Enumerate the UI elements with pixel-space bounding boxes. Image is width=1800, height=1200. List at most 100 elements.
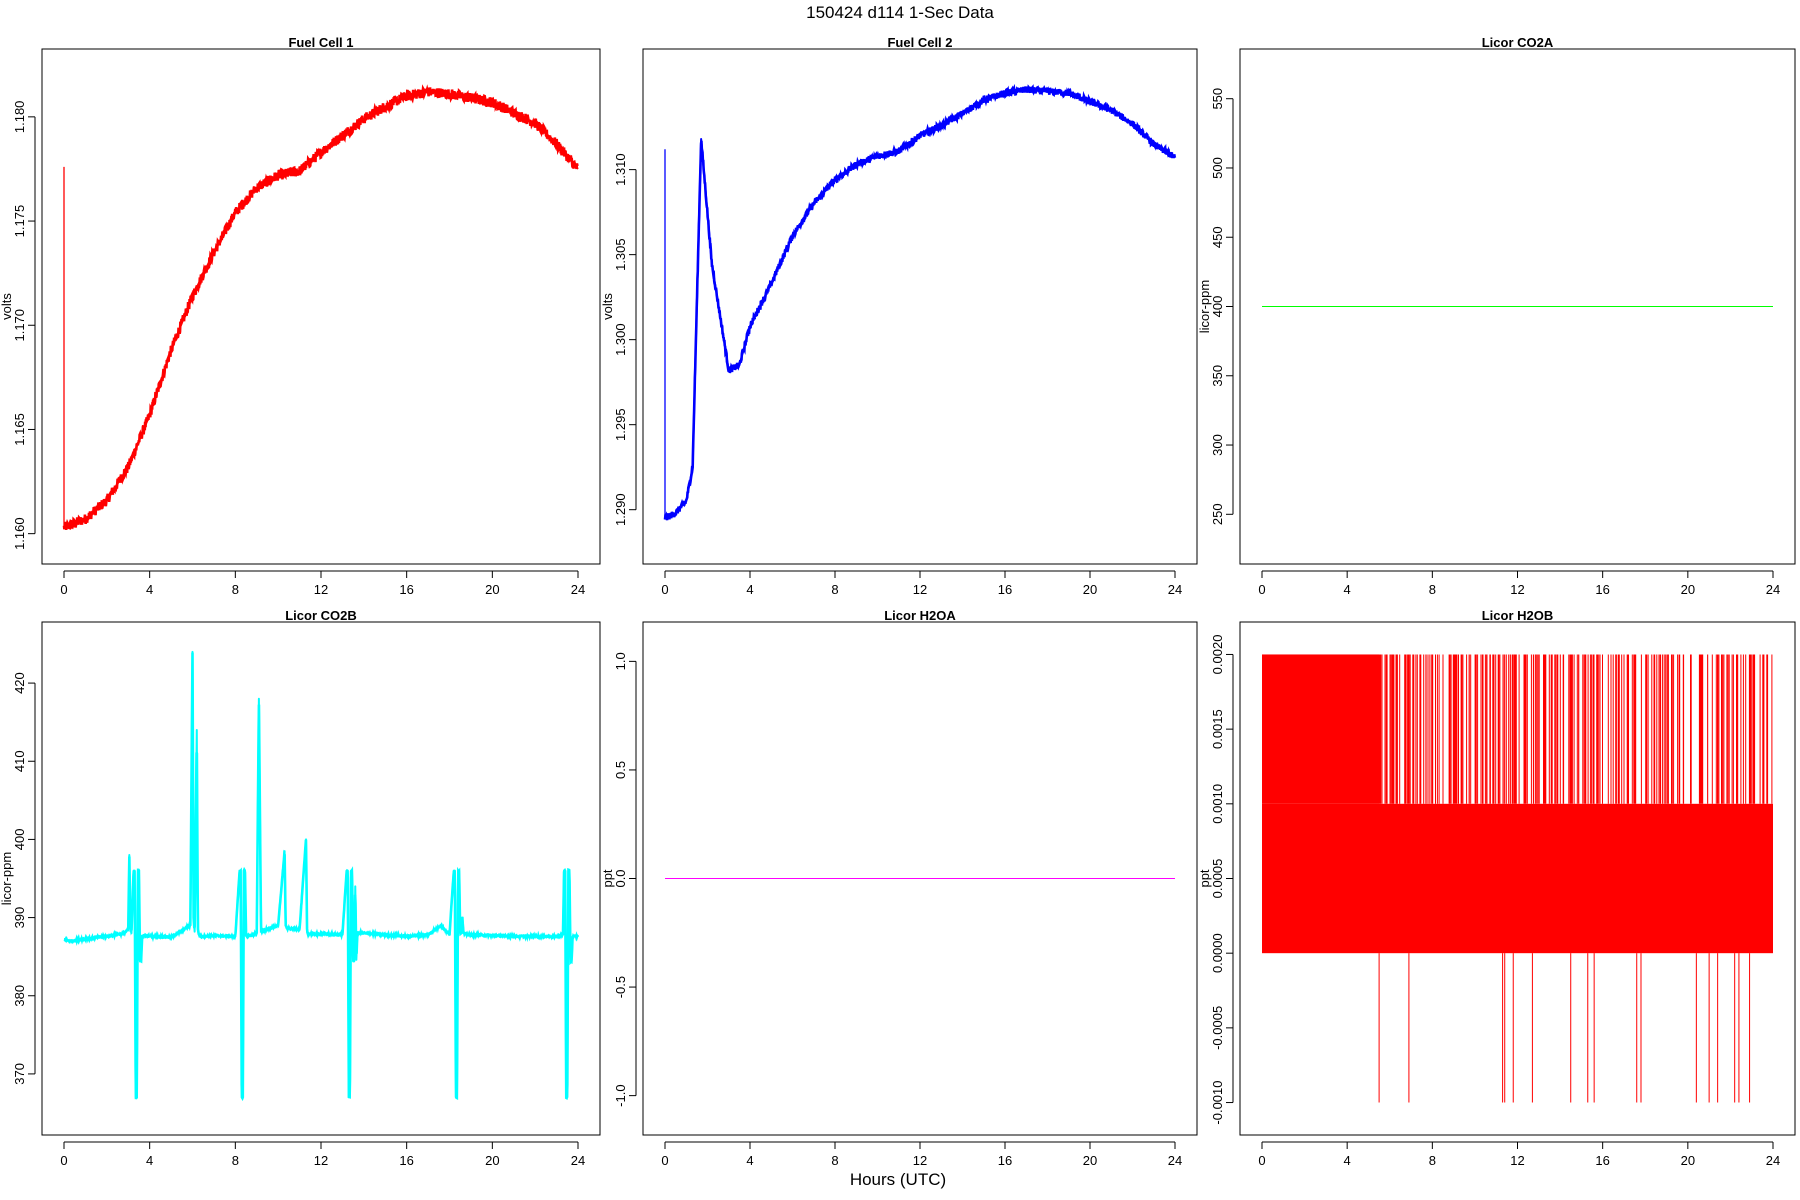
y-tick-label: 1.170 [12,309,27,342]
y-tick-label: 400 [12,829,27,851]
x-tick-label: 0 [661,1153,668,1168]
panel-title: Licor H2OB [1482,608,1554,623]
x-tick-label: 8 [232,582,239,597]
data-trace-noise [62,84,579,531]
panel-title: Fuel Cell 2 [887,35,952,50]
panel-4: Licor CO2B licor-ppm 0 4 8 12 16 20 24 370 380 390 4… [0,608,601,1168]
x-tick-label: 0 [60,582,67,597]
data-band-upper [1262,654,1380,804]
x-tick-label: 4 [1344,582,1351,597]
x-tick-label: 12 [913,1153,927,1168]
x-tick-label: 0 [661,582,668,597]
y-tick-label: 350 [1210,365,1225,387]
x-tick-label: 16 [399,582,413,597]
x-tick-label: 4 [146,1153,153,1168]
y-tick-label: 1.300 [613,323,628,356]
y-tick-label: 1.310 [613,153,628,186]
x-tick-label: 12 [314,1153,328,1168]
x-tick-label: 16 [399,1153,413,1168]
y-axis-label: volts [0,293,14,320]
x-tick-label: 24 [1168,1153,1182,1168]
panel-2: Fuel Cell 2 volts 0 4 8 12 16 20 24 1.290 1.295 1.3… [600,35,1198,597]
y-tick-label: 0.0005 [1210,859,1225,899]
x-tick-label: 20 [485,1153,499,1168]
y-tick-label: 1.0 [613,652,628,670]
panel-title: Fuel Cell 1 [288,35,353,50]
x-tick-label: 4 [746,582,753,597]
panel-5: Licor H2OA ppt 0 4 8 12 16 20 24 -1.0 -0.5 0.0 0.5 1.… [600,608,1198,1168]
y-tick-label: 390 [12,907,27,929]
x-tick-label: 8 [1429,582,1436,597]
x-tick-label: 12 [1510,1153,1524,1168]
y-tick-label: 1.160 [12,517,27,550]
y-tick-label: 250 [1210,503,1225,525]
panel-1: Fuel Cell 1 volts 0 4 8 12 16 20 24 1.160 1.165 1.1… [0,35,601,597]
x-tick-label: 24 [1766,1153,1780,1168]
y-tick-label: 0.0 [613,869,628,887]
x-tick-label: 8 [1429,1153,1436,1168]
x-axis-label: Hours (UTC) [850,1170,946,1189]
y-axis-label: ppt [600,869,615,887]
y-tick-label: 400 [1210,296,1225,318]
figure-title: 150424 d114 1-Sec Data [806,3,994,22]
data-series-line [63,650,578,1099]
x-tick-label: 24 [571,582,585,597]
x-tick-label: 12 [314,582,328,597]
x-tick-label: 16 [998,1153,1012,1168]
y-tick-label: 450 [1210,226,1225,248]
y-tick-label: 410 [12,750,27,772]
data-trace-noise [63,652,580,1102]
data-layer [63,650,580,1102]
x-tick-label: 4 [746,1153,753,1168]
y-axis-label: volts [600,293,615,320]
y-tick-label: -0.5 [613,976,628,998]
y-tick-label: 0.0015 [1210,709,1225,749]
x-tick-label: 24 [571,1153,585,1168]
x-tick-label: 20 [485,582,499,597]
y-tick-label: 420 [12,672,27,694]
chart-panels: Fuel Cell 1 volts 0 4 8 12 16 20 24 1.160 1.165 1.1… [0,35,1796,1168]
y-axis-label: ppt [1197,869,1212,887]
data-series-line [664,88,1176,520]
y-tick-label: 300 [1210,434,1225,456]
x-tick-label: 0 [60,1153,67,1168]
plot-frame [1239,48,1796,565]
y-tick-label: 1.165 [12,413,27,446]
data-trace-noise [663,83,1177,521]
y-tick-label: 1.305 [613,238,628,271]
x-tick-label: 4 [146,582,153,597]
panel-3: Licor CO2A licor-ppm 0 4 8 12 16 20 24 250 300 350 4… [1197,35,1796,597]
plot-frame [1239,621,1796,1136]
y-tick-label: 0.0000 [1210,933,1225,973]
y-tick-label: -0.0005 [1210,1006,1225,1050]
x-tick-label: 16 [998,582,1012,597]
y-tick-label: 0.0020 [1210,635,1225,675]
x-tick-label: 8 [831,1153,838,1168]
x-tick-label: 24 [1766,582,1780,597]
x-tick-label: 8 [831,582,838,597]
x-tick-label: 20 [1681,1153,1695,1168]
panel-title: Licor H2OA [884,608,956,623]
data-layer [1262,654,1773,1103]
y-tick-label: 370 [12,1063,27,1085]
data-band [1262,803,1773,954]
x-tick-label: 20 [1083,582,1097,597]
y-tick-label: -1.0 [613,1084,628,1106]
x-tick-label: 12 [913,582,927,597]
x-tick-label: 24 [1168,582,1182,597]
x-tick-label: 0 [1258,582,1265,597]
plot-frame [642,621,1198,1136]
x-tick-label: 20 [1083,1153,1097,1168]
data-layer [663,83,1177,521]
x-tick-label: 20 [1681,582,1695,597]
data-spikes-up [1378,654,1773,804]
data-series-line [63,90,579,529]
panel-title: Licor CO2A [1482,35,1554,50]
x-tick-label: 16 [1595,582,1609,597]
panel-title: Licor CO2B [285,608,357,623]
x-tick-label: 16 [1595,1153,1609,1168]
x-tick-label: 12 [1510,582,1524,597]
y-tick-label: 0.5 [613,761,628,779]
data-layer [62,84,579,531]
